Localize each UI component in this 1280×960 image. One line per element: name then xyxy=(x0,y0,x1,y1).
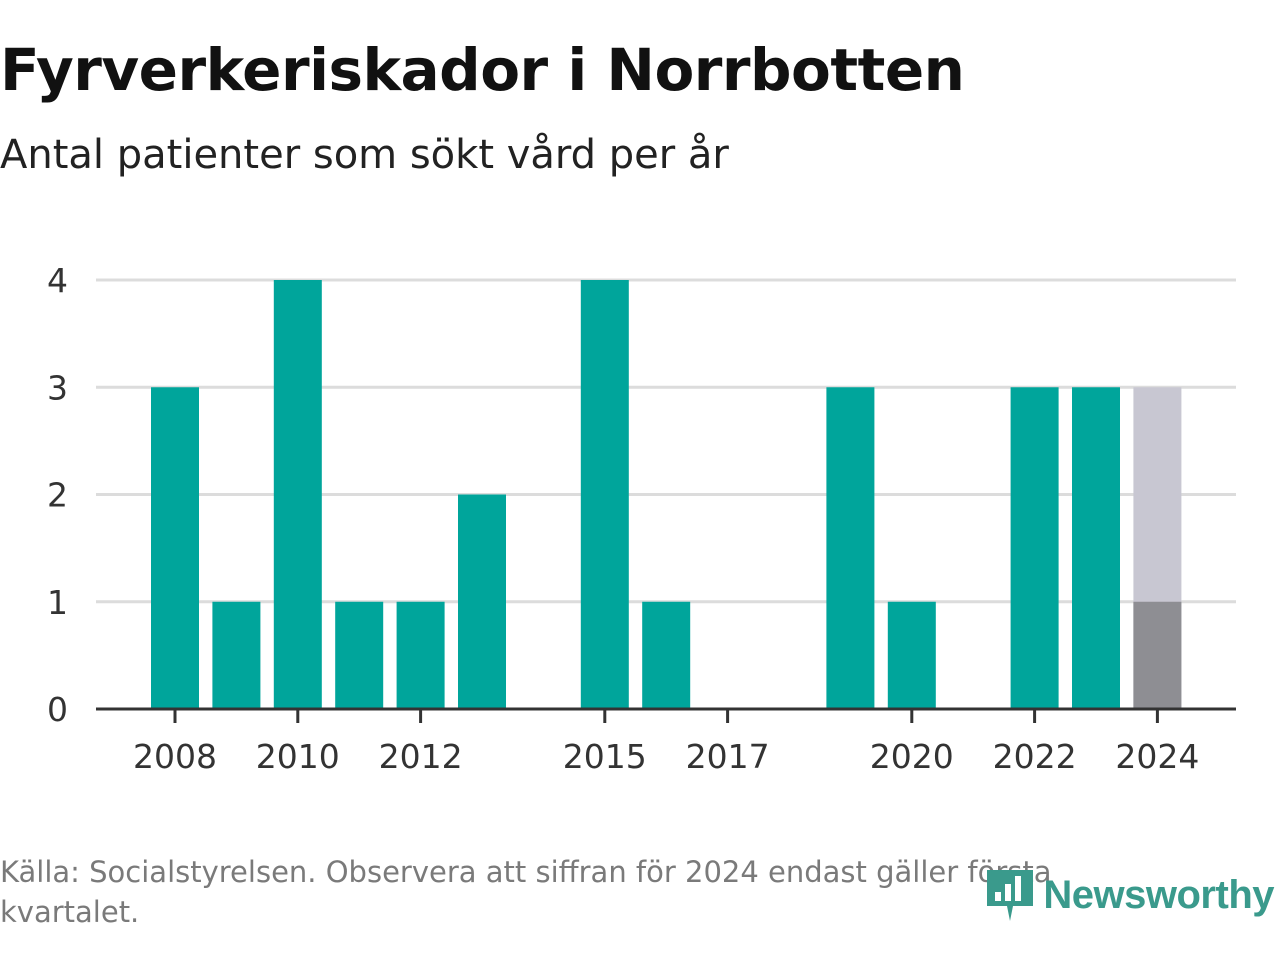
tick-labels: 0 1 2 3 4 2008 2010 2012 2015 2017 2020 2022 2024 xyxy=(47,261,1199,776)
chart-title: Fyrverkeriskador i Norrbotten xyxy=(0,36,965,104)
bar-2009 xyxy=(212,601,261,709)
bars xyxy=(151,280,1182,709)
brand-logo: Newsworthy xyxy=(983,866,1274,924)
bar-2013 xyxy=(458,494,506,709)
y-tick-label: 4 xyxy=(47,261,68,300)
bar-2022 xyxy=(1010,387,1059,709)
bar-2016 xyxy=(642,601,691,709)
bar-2023 xyxy=(1072,387,1120,709)
x-axis xyxy=(96,707,1236,723)
x-tick-label: 2008 xyxy=(133,737,217,776)
bar-2024 xyxy=(1133,601,1182,709)
bar-2012 xyxy=(396,601,445,709)
x-tick-label: 2022 xyxy=(993,737,1077,776)
bar-chart: 0 1 2 3 4 2008 2010 2012 2015 2017 2020 2022 2024 xyxy=(47,261,1236,776)
x-tick-label: 2024 xyxy=(1115,737,1199,776)
x-tick-label: 2017 xyxy=(686,737,770,776)
x-tick-label: 2020 xyxy=(870,737,954,776)
newsworthy-logo-icon xyxy=(987,870,1034,921)
y-tick-label: 2 xyxy=(47,476,68,515)
brand-name: Newsworthy xyxy=(1043,872,1274,917)
x-tick-label: 2010 xyxy=(256,737,340,776)
bar-2011 xyxy=(335,601,384,709)
y-tick-label: 1 xyxy=(47,583,68,622)
bar-2015 xyxy=(580,280,629,709)
y-tick-label: 3 xyxy=(47,368,68,407)
bar-2008 xyxy=(151,387,199,709)
chart-subtitle: Antal patienter som sökt vård per år xyxy=(0,132,729,178)
bar-2010 xyxy=(273,280,322,709)
bar-2019 xyxy=(826,387,875,709)
y-tick-label: 0 xyxy=(47,690,68,729)
bar-2020 xyxy=(887,601,936,709)
x-tick-label: 2015 xyxy=(563,737,647,776)
x-tick-label: 2012 xyxy=(379,737,463,776)
source-note: Källa: Socialstyrelsen. Observera att si… xyxy=(0,855,1052,929)
grid-lines xyxy=(96,278,1236,604)
